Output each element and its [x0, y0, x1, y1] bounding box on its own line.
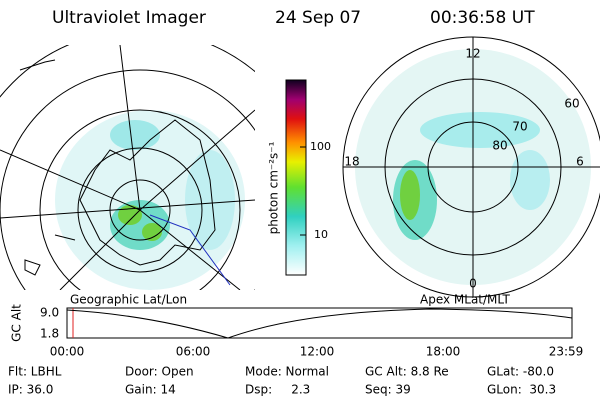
y-label: 1.8	[40, 327, 59, 341]
y-label: 9.0	[40, 306, 59, 320]
mlt-label: 6	[576, 155, 584, 169]
mlt-label: 0	[469, 277, 477, 291]
info-item: Flt: LBHL	[8, 365, 62, 379]
altitude-frame	[66, 307, 573, 339]
mlt-label: 18	[344, 155, 359, 169]
mlt-label: 12	[465, 47, 480, 61]
info-item: GLat: -80.0	[487, 365, 554, 379]
info-item: Door: Open	[125, 365, 194, 379]
colorbar-label: photon cm⁻²s⁻¹	[267, 141, 281, 234]
info-item: GC Alt: 8.8 Re	[365, 365, 449, 379]
x-label: 18:00	[426, 345, 461, 359]
x-label: 23:59	[549, 345, 584, 359]
instrument: Ultraviolet Imager	[52, 8, 206, 28]
panel-label: Apex MLat/MLT	[420, 293, 510, 307]
info-item: Mode: Normal	[245, 365, 329, 379]
x-label: 06:00	[176, 345, 211, 359]
info-item: IP: 36.0	[8, 383, 53, 397]
info-item: Dsp: 2.3	[245, 383, 310, 397]
date: 24 Sep 07	[275, 8, 361, 28]
info-table: Flt: LBHL IP: 36.0 Door: Open Gain: 14 Mode:…	[8, 365, 556, 397]
colorbar-tick-label: 10	[314, 228, 328, 241]
info-item: Seq: 39	[365, 383, 411, 397]
info-item: GLon: 30.3	[487, 383, 556, 397]
colorbar	[285, 79, 307, 276]
axis-label: GC Alt	[10, 304, 24, 342]
x-label: 12:00	[300, 345, 335, 359]
mlat-label: 60	[564, 97, 579, 111]
mlat-label: 80	[492, 139, 507, 153]
altitude-curve	[66, 308, 573, 339]
info-item: Gain: 14	[125, 383, 176, 397]
colorbar-tick-label: 100	[310, 140, 331, 153]
geographic-map	[0, 45, 255, 290]
panel-label: Geographic Lat/Lon	[70, 293, 187, 307]
time: 00:36:58 UT	[430, 8, 535, 28]
x-label: 00:00	[50, 345, 85, 359]
polar-map	[342, 36, 600, 298]
mlat-label: 70	[512, 120, 527, 134]
